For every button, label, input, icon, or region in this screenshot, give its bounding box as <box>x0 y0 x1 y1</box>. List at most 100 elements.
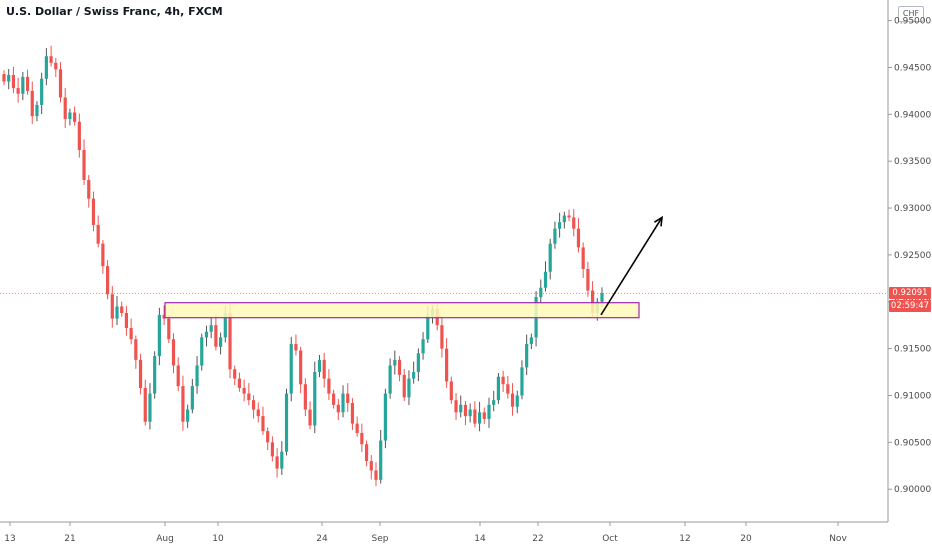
candle <box>209 316 213 339</box>
candle <box>157 307 161 366</box>
candle <box>492 390 496 412</box>
candle <box>322 352 326 388</box>
candle <box>379 429 383 484</box>
candle <box>487 397 491 428</box>
arrow-shaft <box>600 216 663 316</box>
candle <box>586 261 590 297</box>
candle <box>350 398 355 430</box>
candle <box>115 295 119 326</box>
candle <box>520 360 524 400</box>
candle <box>214 314 218 351</box>
candle <box>482 407 486 424</box>
candle <box>397 356 402 382</box>
candle <box>138 353 143 395</box>
candle <box>251 395 256 419</box>
candle <box>553 221 557 249</box>
time-tick-label: 13 <box>4 534 15 544</box>
price-tick-label: 0.91500 <box>894 345 931 355</box>
candle <box>501 370 505 392</box>
candle <box>313 361 317 434</box>
candle <box>284 388 289 456</box>
candle <box>91 191 96 232</box>
candle <box>317 354 322 378</box>
candle <box>567 209 571 222</box>
price-tick-label: 0.91000 <box>894 391 931 401</box>
candle <box>393 350 397 375</box>
candle <box>124 305 129 336</box>
candle <box>369 455 373 480</box>
candle <box>261 406 265 435</box>
candle <box>360 423 364 452</box>
candle <box>143 379 147 426</box>
time-tick-label: Nov <box>829 534 847 544</box>
candle <box>270 436 274 462</box>
candle <box>110 286 114 328</box>
time-axis[interactable]: 13 21 Aug 10 24 Sep 14 22 Oct 12 20 Nov <box>0 521 888 544</box>
time-tick-label: Oct <box>602 534 618 544</box>
arrow-annotation[interactable] <box>600 215 663 316</box>
candle <box>54 57 58 78</box>
candle <box>242 379 246 402</box>
candle <box>539 279 543 304</box>
candle <box>162 305 166 326</box>
current-price-tag: 0.92091 <box>889 287 931 300</box>
time-tick-label: Aug <box>156 534 174 544</box>
candle <box>176 357 180 392</box>
candle <box>40 72 44 114</box>
candle <box>200 333 204 371</box>
candle <box>16 77 20 103</box>
candle <box>167 314 171 344</box>
time-tick-label: 20 <box>740 534 752 544</box>
candle <box>303 378 307 416</box>
candle <box>204 325 209 347</box>
candle <box>87 175 91 208</box>
time-tick-label: 24 <box>316 534 328 544</box>
candle <box>341 385 345 418</box>
candle <box>383 388 388 449</box>
candle <box>534 291 538 347</box>
candle <box>77 113 81 158</box>
candle <box>30 81 34 124</box>
candle <box>416 348 420 382</box>
candle <box>562 211 566 229</box>
candle <box>506 375 510 399</box>
candle <box>548 238 552 280</box>
price-tick-label: 0.94500 <box>894 63 931 73</box>
candle <box>21 71 25 101</box>
candle <box>233 365 237 385</box>
price-tick-label: 0.93000 <box>894 204 931 214</box>
candle <box>68 108 72 126</box>
candle <box>388 358 392 399</box>
candle <box>445 338 449 388</box>
support-zone[interactable] <box>164 302 640 319</box>
candle <box>336 398 340 421</box>
candle <box>58 62 63 103</box>
candle <box>355 416 359 437</box>
candle <box>346 383 350 412</box>
candle <box>148 383 152 430</box>
currency-button[interactable]: CHF <box>898 6 924 22</box>
price-axis[interactable]: 0.95000 0.94500 0.94000 0.93500 0.93000 0.925… <box>887 0 931 522</box>
candle <box>299 346 303 394</box>
candle <box>134 335 138 369</box>
candle <box>218 332 223 355</box>
candle <box>195 356 199 394</box>
chart-title: U.S. Dollar / Swiss Franc, 4h, FXCM <box>6 5 223 18</box>
candle <box>120 301 124 317</box>
candle <box>237 372 242 392</box>
candle <box>402 368 406 402</box>
candle <box>35 101 39 122</box>
candle <box>82 139 86 185</box>
candle <box>468 403 472 423</box>
candle <box>7 68 11 90</box>
candle <box>364 440 369 467</box>
candle <box>327 369 331 400</box>
candle <box>374 462 378 487</box>
candle <box>2 70 6 86</box>
price-tick-label: 0.90500 <box>894 438 931 448</box>
candle <box>510 383 515 416</box>
candle <box>496 372 501 404</box>
candle <box>11 66 16 94</box>
candle <box>266 427 270 451</box>
